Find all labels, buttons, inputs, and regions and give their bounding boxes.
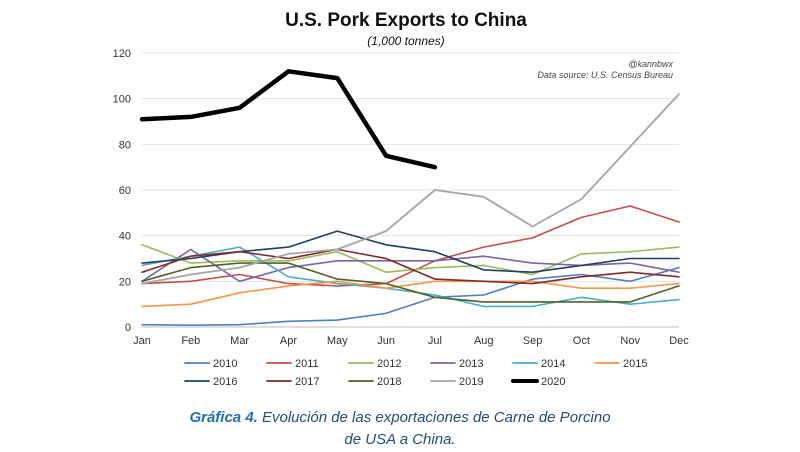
legend-label: 2011 [295, 358, 319, 370]
y-tick-label: 120 [113, 48, 131, 60]
legend-label: 2020 [541, 376, 565, 388]
legend-item-2016: 2016 [184, 376, 237, 388]
x-tick-label: Nov [620, 335, 640, 347]
legend-label: 2015 [623, 358, 647, 370]
figure-caption: Gráfica 4. Evolución de las exportacione… [0, 409, 800, 426]
legend-label: 2012 [377, 358, 401, 370]
series-line-2019 [141, 93, 680, 285]
legend-item-2020: 2020 [511, 376, 565, 388]
legend-label: 2019 [459, 376, 483, 388]
axis-layer: 0 20 40 60 80 100 120 Jan Feb Mar Apr May Jun Jul Aug S… [113, 48, 690, 347]
series-line-2015 [141, 280, 680, 308]
series-line-2020 [139, 69, 438, 170]
series-layer [139, 69, 680, 326]
legend-label: 2018 [377, 376, 401, 388]
chart-subtitle: (1,000 tonnes) [367, 34, 444, 48]
legend-label: 2016 [213, 376, 237, 388]
legend: 2010 2011 2012 2013 2014 2015 2016 2017 2018 2019… [184, 358, 647, 388]
legend-item-2017: 2017 [266, 376, 319, 388]
series-line-2016 [141, 230, 680, 273]
grid-layer [142, 52, 679, 328]
legend-item-2018: 2018 [348, 376, 401, 388]
x-tick-label: Dec [669, 335, 689, 347]
series-line-2011 [141, 205, 680, 287]
x-tick-label: Feb [181, 335, 200, 347]
series-line-2012 [141, 244, 680, 276]
x-tick-label: Sep [523, 335, 543, 347]
legend-label: 2017 [295, 376, 319, 388]
x-tick-label: May [327, 335, 348, 347]
legend-item-2012: 2012 [348, 358, 401, 370]
caption-text-line2: de USA a China. [344, 431, 456, 448]
x-tick-label: Jun [377, 335, 395, 347]
y-tick-label: 60 [119, 185, 131, 197]
series-line-2014 [141, 246, 680, 308]
x-tick-label: Apr [280, 335, 297, 347]
y-tick-label: 40 [119, 231, 131, 243]
caption-text-line1: Evolución de las exportaciones de Carne … [262, 409, 611, 426]
y-tick-label: 20 [119, 276, 131, 288]
x-tick-label: Mar [230, 335, 249, 347]
legend-label: 2014 [541, 358, 565, 370]
caption-label: Gráfica 4. [189, 409, 258, 426]
legend-item-2013: 2013 [430, 358, 483, 370]
y-tick-label: 80 [119, 139, 131, 151]
chart-credit: @kannbwx [628, 59, 673, 69]
legend-label: 2013 [459, 358, 483, 370]
series-line-2018 [141, 262, 680, 303]
figure-caption-line2: de USA a China. [0, 431, 800, 448]
chart-title: U.S. Pork Exports to China [285, 10, 527, 31]
chart: U.S. Pork Exports to China (1,000 tonnes… [113, 10, 690, 388]
x-tick-label: Aug [474, 335, 494, 347]
x-tick-label: Jul [428, 335, 442, 347]
legend-item-2019: 2019 [430, 376, 483, 388]
legend-label: 2010 [213, 358, 237, 370]
series-line-2017 [141, 248, 680, 285]
x-tick-label: Oct [573, 335, 590, 347]
y-tick-label: 0 [125, 322, 131, 334]
chart-source-note: Data source: U.S. Census Bureau [537, 70, 673, 80]
legend-item-2015: 2015 [594, 358, 647, 370]
y-tick-label: 100 [113, 94, 131, 106]
legend-item-2010: 2010 [184, 358, 237, 370]
legend-item-2014: 2014 [512, 358, 565, 370]
x-tick-label: Jan [133, 335, 151, 347]
legend-item-2011: 2011 [266, 358, 319, 370]
